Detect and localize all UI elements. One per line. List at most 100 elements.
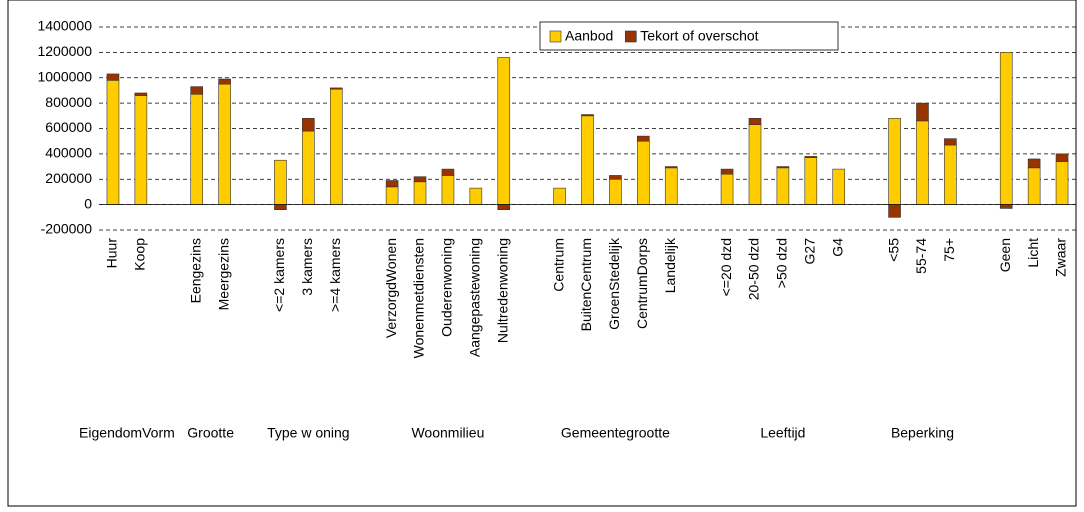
bar-segment	[190, 86, 203, 95]
bar-segment	[1027, 158, 1041, 169]
bar-segment	[329, 88, 343, 205]
x-tick-label: Huur	[104, 238, 120, 269]
bar-segment	[888, 204, 901, 218]
y-tick-label: 1400000	[37, 18, 92, 34]
bar-segment	[1027, 167, 1041, 205]
x-tick-label: Geen	[997, 238, 1013, 272]
x-tick-label: CentrumDorps	[634, 238, 650, 329]
legend-label: Aanbod	[565, 28, 613, 44]
x-tick-label: Nultredenwoning	[494, 238, 510, 343]
bar-segment	[776, 166, 790, 169]
bar-segment	[748, 118, 762, 125]
bar-segment	[944, 138, 957, 146]
y-tick-label: -200000	[41, 221, 93, 237]
x-tick-label: G27	[802, 238, 818, 265]
group-label: EigendomVorm	[79, 425, 175, 441]
bar-segment	[832, 168, 846, 205]
bar-segment	[581, 114, 594, 117]
x-tick-label: G4	[829, 238, 845, 257]
bar-segment	[190, 93, 203, 205]
bar-segment	[385, 180, 399, 188]
bar-segment	[553, 187, 566, 205]
chart-frame	[7, 0, 1077, 507]
group-label: Gemeentegrootte	[561, 425, 670, 441]
bar-segment	[302, 130, 315, 205]
bar-segment	[1055, 153, 1069, 162]
group-label: Type w oning	[267, 425, 350, 441]
y-tick-label: 1000000	[37, 68, 92, 84]
bar-segment	[413, 181, 427, 205]
y-tick-label: 600000	[45, 119, 92, 135]
bar-segment	[385, 186, 399, 205]
x-tick-label: Ouderenwoning	[439, 238, 455, 337]
bar-segment	[999, 52, 1013, 205]
x-tick-label: 55-74	[913, 238, 929, 274]
x-tick-label: Koop	[132, 238, 148, 271]
bar-segment	[664, 167, 678, 205]
x-tick-label: Zwaar	[1053, 238, 1069, 277]
bar-segment	[609, 175, 622, 180]
x-tick-label: Wonenmetdiensten	[411, 238, 427, 358]
x-tick-label: >50 dzd	[774, 238, 790, 288]
bar-segment	[999, 204, 1013, 209]
bar-segment	[944, 144, 957, 205]
x-tick-label: 20-50 dzd	[746, 238, 762, 300]
group-label: Woonmilieu	[411, 425, 484, 441]
bar-segment	[441, 168, 455, 176]
group-label: Beperking	[891, 425, 954, 441]
bar-segment	[916, 102, 929, 122]
x-tick-label: 3 kamers	[299, 238, 315, 296]
x-tick-label: BuitenCentrum	[578, 238, 594, 331]
x-tick-label: Centrum	[550, 238, 566, 292]
group-label: Grootte	[187, 425, 234, 441]
bar-segment	[274, 159, 287, 205]
bar-segment	[888, 118, 901, 205]
y-tick-label: 200000	[45, 170, 92, 186]
x-tick-label: Aangepastewoning	[467, 238, 483, 357]
x-tick-label: Eengezins	[187, 238, 203, 303]
bar-segment	[413, 176, 427, 183]
legend-swatch	[549, 30, 562, 43]
bar-segment	[916, 120, 929, 205]
x-tick-label: >=4 kamers	[327, 238, 343, 312]
x-tick-label: Landelijk	[662, 237, 678, 293]
bar-segment	[134, 95, 148, 205]
bar-segment	[497, 57, 511, 205]
bar-segment	[441, 175, 455, 205]
y-tick-label: 400000	[45, 145, 92, 161]
legend-swatch	[624, 30, 637, 43]
bar-segment	[664, 166, 678, 169]
bar-segment	[637, 135, 650, 142]
bar-segment	[804, 157, 818, 205]
bar-segment	[720, 173, 734, 205]
bar-segment	[274, 204, 287, 210]
bar-segment	[106, 79, 120, 205]
bar-segment	[1055, 161, 1069, 205]
bar-segment	[720, 168, 734, 175]
group-label: Leeftijd	[760, 425, 805, 441]
bar-segment	[106, 73, 120, 81]
x-tick-label: 75+	[941, 238, 957, 262]
x-tick-label: GroenStedelijk	[606, 237, 622, 330]
legend-label: Tekort of overschot	[640, 28, 758, 44]
bar-segment	[134, 92, 148, 96]
x-tick-label: <55	[885, 238, 901, 262]
bar-segment	[329, 87, 343, 90]
x-tick-label: <=2 kamers	[271, 238, 287, 312]
x-tick-label: Meergezins	[215, 238, 231, 310]
x-tick-label: <=20 dzd	[718, 238, 734, 296]
bar-segment	[609, 178, 622, 205]
bar-segment	[218, 83, 231, 205]
legend-box	[539, 21, 839, 51]
y-tick-label: 1200000	[37, 43, 92, 59]
bar-segment	[497, 204, 511, 210]
bar-segment	[748, 124, 762, 205]
bar-segment	[581, 115, 594, 205]
y-tick-label: 0	[84, 195, 92, 211]
x-tick-label: Licht	[1025, 238, 1041, 268]
bar-segment	[804, 156, 818, 158]
bar-segment	[218, 78, 231, 85]
bar-segment	[637, 140, 650, 205]
bar-segment	[776, 167, 790, 205]
